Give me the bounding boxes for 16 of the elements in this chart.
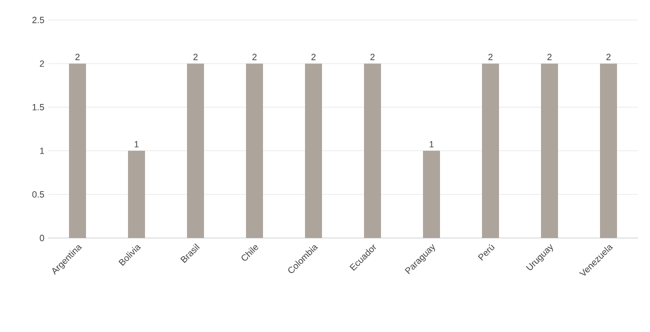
- y-tick-label: 1: [40, 148, 44, 154]
- y-tick-label: 2: [40, 60, 44, 67]
- data-label: 1: [134, 141, 139, 148]
- data-label: 2: [75, 54, 80, 60]
- data-label: 2: [606, 54, 611, 60]
- y-tick-label: 0.5: [32, 191, 44, 198]
- y-tick-label: 1.5: [32, 104, 44, 110]
- data-label: 2: [547, 54, 552, 60]
- data-label: 2: [252, 54, 257, 60]
- data-label: 2: [370, 54, 375, 60]
- data-label: 2: [311, 54, 316, 60]
- data-label: 2: [193, 54, 198, 60]
- y-tick-label: 2.5: [32, 16, 44, 24]
- y-tick-label: 0: [40, 234, 44, 242]
- data-label: 2: [488, 54, 493, 60]
- data-label: 1: [430, 141, 434, 148]
